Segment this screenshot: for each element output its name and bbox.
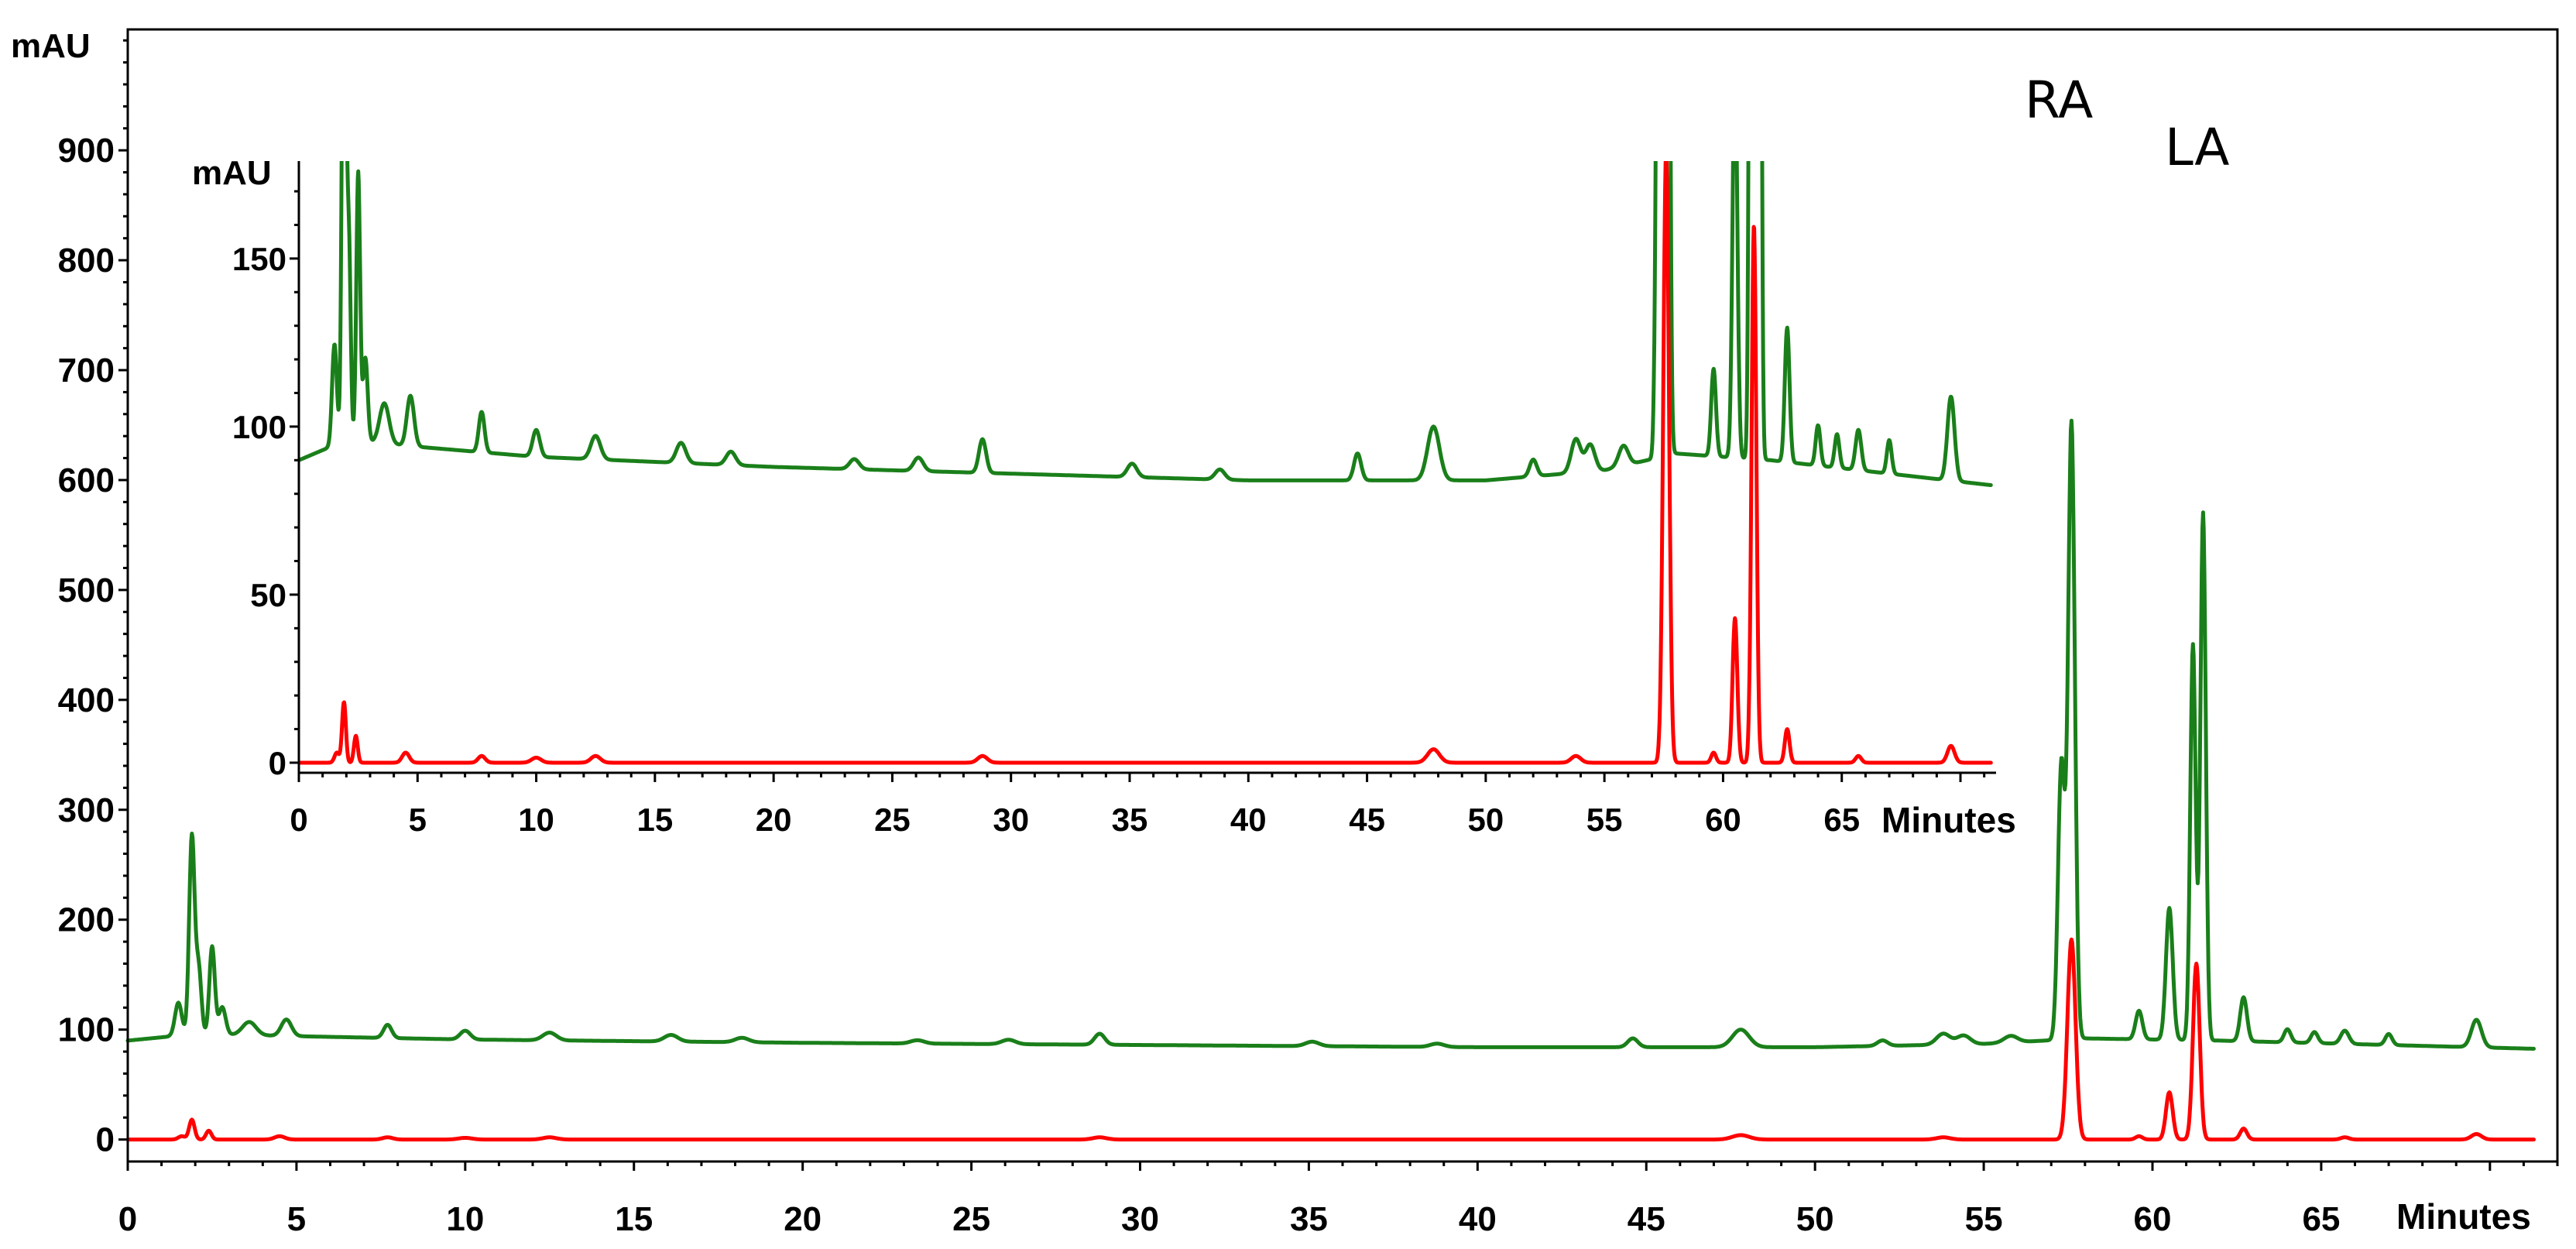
- main-x-tick-label: 40: [1459, 1200, 1497, 1238]
- inset-x-tick-label: 20: [756, 801, 792, 838]
- main-x-tick-label: 65: [2302, 1200, 2340, 1238]
- inset-y-tick-label: 100: [232, 409, 286, 445]
- main-y-tick-label: 700: [58, 352, 115, 389]
- inset-y-tick-label: 150: [232, 241, 286, 277]
- main-y-tick-label: 0: [96, 1121, 115, 1159]
- inset-axis-ticks: 0 5 10 15 20 25 30 35 40 45 50 55 60 65 0 50 100 150: [232, 161, 1996, 838]
- inset-x-tick-label: 55: [1586, 801, 1623, 838]
- inset-x-tick-label: 25: [874, 801, 911, 838]
- inset-x-tick-label: 45: [1349, 801, 1385, 838]
- inset-background: [299, 161, 1996, 773]
- main-x-tick-label: 15: [615, 1200, 653, 1238]
- inset-x-tick-label: 35: [1112, 801, 1148, 838]
- inset-x-tick-label: 60: [1705, 801, 1741, 838]
- main-x-tick-label: 0: [118, 1200, 137, 1238]
- main-x-tick-label: 50: [1796, 1200, 1834, 1238]
- main-axis-ticks: 0 5 10 15 20 25 30 35 40 45 50 55 60 6501002003004005…: [58, 29, 2559, 1238]
- peak-label-la: LA: [2165, 118, 2229, 177]
- main-y-tick-label: 200: [58, 901, 115, 939]
- main-traces: [125, 418, 2536, 1142]
- inset-y-tick-label: 0: [269, 745, 286, 781]
- main-y-tick-label: 900: [58, 132, 115, 170]
- inset-x-tick-label: 50: [1468, 801, 1504, 838]
- inset-x-tick-label: 10: [518, 801, 554, 838]
- main-chart: 0 5 10 15 20 25 30 35 40 45 50 55 60 6501002003004005…: [11, 27, 2559, 1238]
- main-x-tick-label: 10: [446, 1200, 484, 1238]
- main-x-unit-label: Minutes: [2396, 1196, 2531, 1237]
- peak-label-ra: RA: [2025, 70, 2093, 130]
- main-y-tick-label: 400: [58, 681, 115, 719]
- main-y-tick-label: 500: [58, 571, 115, 609]
- main-y-unit-label: mAU: [11, 27, 91, 65]
- main-trace-red: [125, 937, 2536, 1142]
- main-x-tick-label: 5: [287, 1200, 306, 1238]
- inset-x-tick-label: 15: [637, 801, 674, 838]
- inset-x-unit-label: Minutes: [1881, 800, 2016, 840]
- inset-trace-green: [299, 161, 1993, 487]
- main-x-tick-label: 60: [2134, 1200, 2172, 1238]
- inset-x-tick-label: 0: [290, 801, 307, 838]
- inset-x-tick-label: 40: [1230, 801, 1267, 838]
- inset-y-unit-label: mAU: [192, 154, 272, 192]
- main-trace-green: [125, 418, 2536, 1051]
- main-x-tick-label: 30: [1121, 1200, 1159, 1238]
- inset-y-tick-label: 50: [250, 577, 286, 613]
- main-x-tick-label: 20: [784, 1200, 822, 1238]
- inset-x-tick-label: 30: [993, 801, 1029, 838]
- inset-traces: [299, 161, 1993, 765]
- main-y-tick-label: 800: [58, 242, 115, 280]
- main-x-tick-label: 45: [1628, 1200, 1665, 1238]
- main-x-tick-label: 55: [1965, 1200, 2003, 1238]
- main-y-tick-label: 600: [58, 462, 115, 499]
- main-x-tick-label: 35: [1290, 1200, 1328, 1238]
- main-y-tick-label: 100: [58, 1011, 115, 1049]
- main-y-tick-label: 300: [58, 791, 115, 829]
- inset-x-tick-label: 5: [409, 801, 427, 838]
- main-x-tick-label: 25: [952, 1200, 990, 1238]
- inset-trace-red: [299, 161, 1993, 765]
- inset-x-tick-label: 65: [1823, 801, 1860, 838]
